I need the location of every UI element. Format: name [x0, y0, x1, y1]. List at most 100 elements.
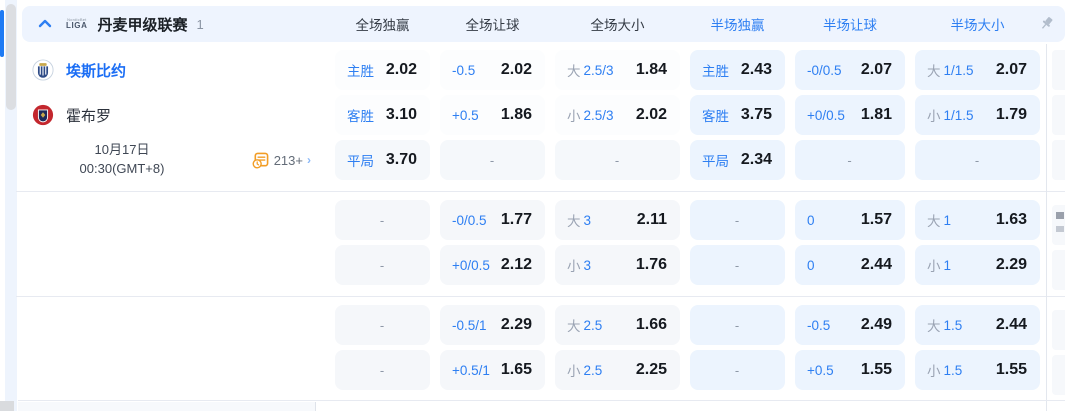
scrollbar-thumb[interactable] [6, 4, 16, 110]
odds-cell[interactable]: +0.5 1.55 [795, 350, 905, 390]
odds-value: 1.79 [995, 106, 1027, 123]
no-market-dash: - [734, 317, 740, 333]
pick-label: 主胜 [702, 64, 729, 79]
no-market-dash: - [734, 362, 740, 378]
odds-cell[interactable]: 客胜 3.75 [690, 95, 785, 135]
overunder-value: 2.5/3 [583, 62, 614, 78]
table-row: - -0/0.5 1.77 大 3 2.11-0 1.57 大 1 1.63 [22, 200, 1065, 240]
match-date: 10月17日 [94, 142, 150, 158]
odds-cell-empty: - [335, 350, 430, 390]
table-row: - +0.5/1 1.65 小 2.5 2.25 - +0.5 1.55 小 1.5 1.55 [22, 350, 1065, 390]
odds-row-cells: - -0/0.5 1.77 大 3 2.11-0 1.57 大 1 1.63 [335, 200, 1040, 240]
overunder-value: 1 [943, 212, 952, 228]
odds-cell[interactable]: 0 1.57 [795, 200, 905, 240]
odds-cell[interactable]: 主胜 2.02 [335, 50, 430, 90]
no-market-dash: - [379, 317, 385, 333]
table-row: - -0.5/1 2.29 大 2.5 1.66 - -0.5 2.49 大 1.5 2.44 [22, 305, 1065, 345]
chevron-right-icon[interactable]: › [307, 153, 311, 167]
odds-cell[interactable]: -0.5 2.49 [795, 305, 905, 345]
chevron-up-icon[interactable] [38, 17, 52, 31]
overunder-prefix: 小 [567, 364, 581, 379]
odds-cell[interactable]: 小 1/1.5 1.79 [915, 95, 1040, 135]
pin-icon[interactable] [1038, 15, 1055, 32]
group-divider [16, 191, 1065, 192]
odds-cell[interactable]: 大 1.5 2.44 [915, 305, 1040, 345]
handicap-line: -0/0.5 [452, 212, 487, 228]
overunder-line: 小 2.5/3 [567, 105, 614, 125]
pick-label: 客胜 [347, 109, 374, 124]
no-market-dash: - [974, 152, 980, 168]
odds-cell[interactable]: +0.5/1 1.65 [440, 350, 545, 390]
odds-cell-empty: - [335, 200, 430, 240]
odds-cell[interactable]: 小 1.5 1.55 [915, 350, 1040, 390]
odds-cell[interactable]: +0.5 1.86 [440, 95, 545, 135]
overunder-line: 小 1.5 [927, 360, 962, 380]
odds-cell[interactable]: 小 1 2.29 [915, 245, 1040, 285]
column-header-ht-overunder: 半场大小 [950, 18, 1005, 33]
no-market-dash: - [614, 152, 620, 168]
overunder-value: 2.5 [583, 362, 603, 378]
home-team[interactable]: 埃斯比约 [22, 50, 335, 90]
no-market-dash: - [847, 152, 852, 168]
odds-value: 1.55 [860, 361, 892, 378]
odds-cell[interactable]: 小 2.5 2.25 [555, 350, 680, 390]
odds-cell[interactable]: -0/0.5 2.07 [795, 50, 905, 90]
league-header[interactable]: NordicBet LIGA 丹麦甲级联赛 1 全场独赢 全场让球 全场大小 半… [22, 6, 1065, 42]
odds-cell[interactable]: 平局 3.70 [335, 140, 430, 180]
table-row: 霍布罗 客胜 3.10 +0.5 1.86 小 2.5/3 2.02 客胜 3.75 +0/0.5… [22, 95, 1065, 135]
handicap-line: +0.5 [452, 107, 479, 123]
odds-cell[interactable]: 大 3 2.11 [555, 200, 680, 240]
markets-count[interactable]: 213+ [273, 152, 303, 168]
odds-cell[interactable]: 小 3 1.76 [555, 245, 680, 285]
home-team-crest-icon [32, 59, 54, 81]
overunder-prefix: 大 [567, 64, 581, 79]
scrollbar-foot [0, 401, 14, 411]
cutoff-text-fragment [1056, 226, 1064, 232]
away-team-name[interactable]: 霍布罗 [66, 107, 112, 125]
odds-cell[interactable]: -0.5/1 2.29 [440, 305, 545, 345]
odds-value: 2.02 [385, 61, 417, 78]
no-market-dash: - [734, 212, 740, 228]
more-markets-link[interactable]: 213+ › [252, 152, 311, 169]
odds-cell[interactable]: +0/0.5 1.81 [795, 95, 905, 135]
overunder-prefix: 小 [567, 109, 581, 124]
odds-cell[interactable]: 大 2.5 1.66 [555, 305, 680, 345]
odds-cell[interactable]: +0/0.5 2.12 [440, 245, 545, 285]
handicap-line: 0 [807, 257, 815, 273]
odds-row-cells: 平局 3.70 - - 平局 2.34 - - [335, 140, 1040, 180]
odds-cell-empty: - [795, 140, 905, 180]
odds-value: 2.02 [635, 106, 667, 123]
odds-cell[interactable]: 主胜 2.43 [690, 50, 785, 90]
pick-label: 平局 [347, 154, 374, 169]
cutoff-cell [1052, 140, 1065, 180]
no-market-dash: - [379, 362, 385, 378]
odds-cell[interactable]: 大 1 1.63 [915, 200, 1040, 240]
overunder-value: 2.5 [583, 317, 603, 333]
odds-cell[interactable]: 大 1/1.5 2.07 [915, 50, 1040, 90]
overunder-prefix: 大 [567, 214, 581, 229]
odds-cell[interactable]: 客胜 3.10 [335, 95, 430, 135]
cutoff-cell [1052, 95, 1065, 135]
odds-value: 2.29 [995, 256, 1027, 273]
overunder-prefix: 小 [567, 259, 581, 274]
odds-cell[interactable]: -0.5 2.02 [440, 50, 545, 90]
odds-value: 1.66 [635, 316, 667, 333]
scrollbar-track[interactable] [5, 0, 17, 411]
row-left-empty [22, 350, 335, 390]
odds-cell[interactable]: 0 2.44 [795, 245, 905, 285]
odds-value: 1.86 [500, 106, 532, 123]
home-team-name[interactable]: 埃斯比约 [66, 62, 127, 80]
odds-cell[interactable]: 大 2.5/3 1.84 [555, 50, 680, 90]
odds-cell[interactable]: 平局 2.34 [690, 140, 785, 180]
odds-cell[interactable]: -0/0.5 1.77 [440, 200, 545, 240]
odds-cell-empty: - [915, 140, 1040, 180]
away-team[interactable]: 霍布罗 [22, 95, 335, 135]
odds-cell[interactable]: 小 2.5/3 2.02 [555, 95, 680, 135]
handicap-line: +0.5 [807, 362, 834, 378]
overunder-value: 1/1.5 [943, 107, 974, 123]
odds-value: 2.44 [995, 316, 1027, 333]
overunder-line: 大 2.5 [567, 315, 602, 335]
column-header-ft-overunder: 全场大小 [590, 18, 645, 33]
